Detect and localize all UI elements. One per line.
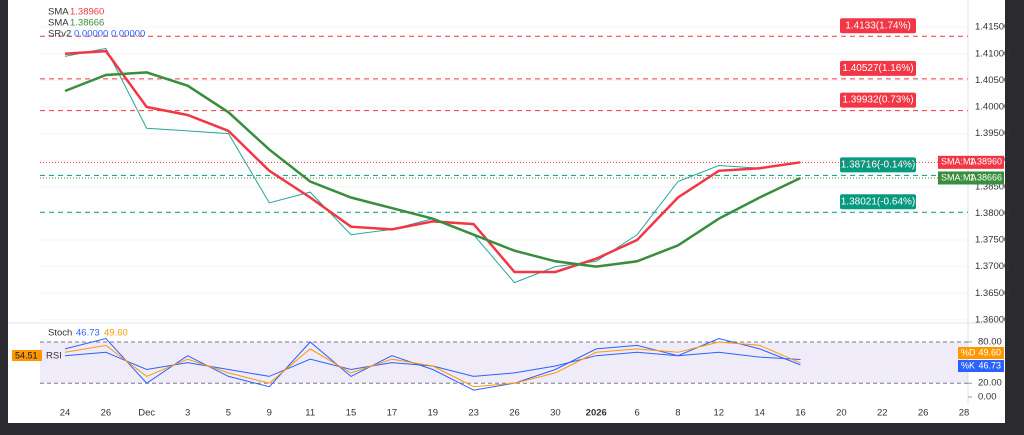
chart-background [8, 0, 1005, 423]
x-tick-label: 26 [509, 408, 520, 419]
x-tick-label: 9 [267, 408, 272, 419]
x-tick-label: 17 [387, 408, 398, 419]
x-tick-label: 22 [877, 408, 888, 419]
series-line [64, 337, 801, 391]
legend-value: 49.60 [104, 328, 128, 339]
x-tick-label: 20 [836, 408, 847, 419]
y-tick-label: 80.00 [978, 336, 1002, 347]
x-tick-label: 14 [754, 408, 765, 419]
level-tag [840, 157, 916, 173]
x-tick-label: 16 [795, 408, 806, 419]
legend-value: 1.38960 [70, 7, 104, 18]
x-tick-label: 15 [346, 408, 357, 419]
price-tag [938, 171, 1004, 185]
level-tag [840, 18, 916, 34]
series-line [64, 49, 801, 274]
legend-name: SMA [48, 18, 69, 29]
level-label: 1.38716(-0.14%) [841, 159, 916, 170]
y-tick-label: 1.36000 [975, 314, 1009, 325]
legend-value: 46.73 [76, 328, 100, 339]
x-tick-label: 3 [185, 408, 190, 419]
x-tick-label: 11 [305, 408, 315, 419]
legend-value: 1.38666 [70, 18, 104, 29]
level-label: 1.38021(-0.64%) [841, 196, 916, 207]
price-tag-name: SMA:MA [941, 172, 977, 182]
legend-name: RSI [46, 351, 62, 362]
band [40, 341, 968, 384]
x-tick-label: Dec [138, 408, 155, 419]
indicator-tag [958, 347, 1004, 359]
legend-name: SRv2 [48, 29, 71, 40]
y-tick-label: 1.37000 [975, 261, 1009, 272]
x-tick-label: 2026 [586, 408, 607, 419]
x-tick-label: 23 [468, 408, 479, 419]
x-tick-label: 28 [959, 408, 970, 419]
y-tick-label: 0.00 [978, 391, 997, 402]
x-tick-label: 24 [60, 408, 71, 419]
price-tag-value: 1.38666 [969, 172, 1002, 182]
indicator-tag-value: 46.73 [978, 360, 1001, 370]
y-tick-label: 1.41000 [975, 48, 1009, 59]
y-tick-label: 1.39500 [975, 128, 1009, 139]
level-tag [840, 194, 916, 210]
legend-value: 54.51 [15, 350, 38, 360]
y-tick-label: 1.38500 [975, 181, 1009, 192]
price-tag-value: 1.38960 [969, 157, 1002, 167]
level-tag [840, 60, 916, 76]
x-tick-label: 30 [550, 408, 561, 419]
level-label: 1.39932(0.73%) [842, 95, 913, 106]
legend-value: 0.00000 0.00000 [74, 29, 145, 40]
x-tick-label: 19 [427, 408, 438, 419]
legend-name: Stoch [48, 328, 72, 339]
x-tick-label: 6 [634, 408, 639, 419]
y-tick-label: 1.40000 [975, 101, 1009, 112]
legend-name: SMA [48, 7, 69, 18]
level-label: 1.4133(1.74%) [845, 20, 911, 31]
level-label: 1.40527(1.16%) [842, 63, 913, 74]
price-tag [938, 155, 1004, 169]
y-tick-label: 1.38000 [975, 208, 1009, 219]
indicator-tag-name: %K [961, 360, 975, 370]
x-tick-label: 12 [714, 408, 725, 419]
x-tick-label: 8 [675, 408, 680, 419]
series-line [64, 71, 802, 268]
series-line [64, 341, 801, 388]
indicator-tag [958, 360, 1004, 372]
indicator-tag-value: 49.60 [978, 347, 1001, 357]
y-tick-label: 1.36500 [975, 288, 1009, 299]
y-tick-label: 1.37500 [975, 235, 1009, 246]
price-tag-name: SMA:MA [941, 157, 977, 167]
indicator-tag-name: %D [961, 347, 976, 357]
level-tag [840, 92, 916, 108]
y-tick-label: 1.40500 [975, 75, 1009, 86]
legend-tag [12, 350, 42, 361]
x-tick-label: 5 [226, 408, 231, 419]
x-tick-label: 26 [101, 408, 112, 419]
x-tick-label: 26 [918, 408, 929, 419]
y-tick-label: 20.00 [978, 378, 1002, 389]
y-tick-label: 1.41500 [975, 22, 1009, 33]
